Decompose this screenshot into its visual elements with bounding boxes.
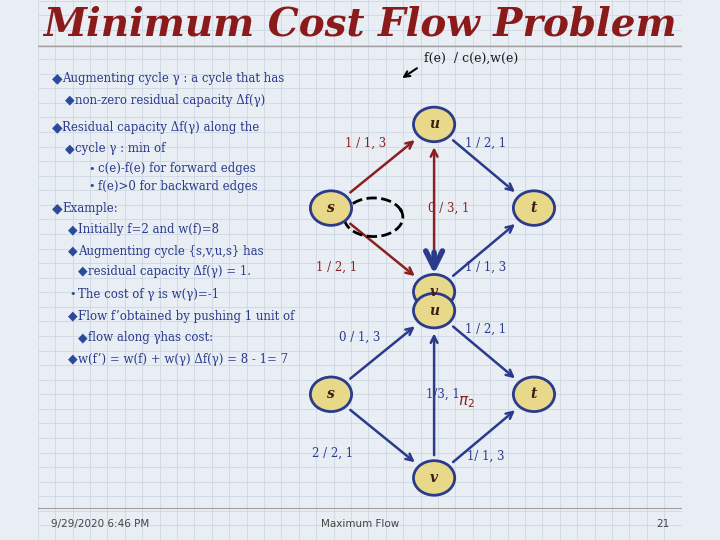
Text: Initially f=2 and w(f)=8: Initially f=2 and w(f)=8: [78, 223, 220, 236]
Text: Minimum Cost Flow Problem: Minimum Cost Flow Problem: [43, 5, 677, 44]
Circle shape: [513, 377, 554, 411]
Text: ◆: ◆: [68, 245, 78, 258]
Text: 1 / 2, 1: 1 / 2, 1: [315, 261, 356, 274]
Text: non-zero residual capacity Δf(γ): non-zero residual capacity Δf(γ): [75, 93, 266, 106]
Text: t: t: [531, 387, 537, 401]
Circle shape: [310, 377, 351, 411]
Text: ◆: ◆: [68, 309, 78, 322]
Text: •: •: [89, 164, 95, 174]
Text: v: v: [430, 285, 438, 299]
Text: 1 / 1, 3: 1 / 1, 3: [465, 261, 506, 274]
Text: c(e)-f(e) for forward edges: c(e)-f(e) for forward edges: [98, 162, 256, 175]
Circle shape: [413, 274, 455, 309]
Text: ◆: ◆: [78, 265, 87, 278]
Text: 1 / 2, 1: 1 / 2, 1: [465, 137, 506, 150]
Circle shape: [413, 461, 455, 495]
Text: 1/3, 1: 1/3, 1: [426, 388, 459, 401]
Circle shape: [413, 107, 455, 141]
Text: 1 / 2, 1: 1 / 2, 1: [465, 323, 506, 336]
Text: ◆: ◆: [68, 223, 78, 236]
Text: s: s: [327, 201, 335, 215]
Text: cycle γ : min of: cycle γ : min of: [75, 142, 166, 155]
Text: ◆: ◆: [52, 201, 63, 215]
Text: 21: 21: [656, 519, 670, 529]
Circle shape: [513, 191, 554, 225]
Circle shape: [413, 293, 455, 328]
Text: Maximum Flow: Maximum Flow: [321, 519, 399, 529]
Text: 0 / 1, 3: 0 / 1, 3: [339, 331, 381, 344]
Text: The cost of γ is w(γ)=-1: The cost of γ is w(γ)=-1: [78, 288, 220, 301]
Text: 1/ 1, 3: 1/ 1, 3: [467, 450, 505, 463]
Text: 0 / 3, 1: 0 / 3, 1: [428, 201, 469, 214]
Text: ◆: ◆: [68, 353, 78, 366]
Text: w(f’) = w(f) + w(γ) Δf(γ) = 8 - 1= 7: w(f’) = w(f) + w(γ) Δf(γ) = 8 - 1= 7: [78, 353, 289, 366]
Text: •: •: [89, 181, 95, 192]
Text: $\pi_2$: $\pi_2$: [458, 395, 474, 410]
Text: t: t: [531, 201, 537, 215]
Text: f(e)  / c(e),w(e): f(e) / c(e),w(e): [424, 51, 518, 65]
Text: v: v: [430, 471, 438, 485]
Text: 9/29/2020 6:46 PM: 9/29/2020 6:46 PM: [50, 519, 149, 529]
Text: ◆: ◆: [78, 331, 87, 344]
Text: u: u: [429, 117, 439, 131]
Text: f(e)>0 for backward edges: f(e)>0 for backward edges: [98, 180, 257, 193]
Text: ◆: ◆: [65, 142, 74, 155]
Text: 1 / 1, 3: 1 / 1, 3: [345, 137, 386, 150]
Text: Example:: Example:: [63, 201, 118, 214]
Text: 2 / 2, 1: 2 / 2, 1: [312, 447, 354, 460]
Text: flow along γhas cost:: flow along γhas cost:: [88, 331, 213, 344]
Text: Flow f’obtained by pushing 1 unit of: Flow f’obtained by pushing 1 unit of: [78, 309, 294, 322]
Text: ◆: ◆: [52, 120, 63, 134]
Text: Residual capacity Δf(γ) along the: Residual capacity Δf(γ) along the: [63, 120, 259, 133]
Text: u: u: [429, 303, 439, 318]
Text: s: s: [327, 387, 335, 401]
Text: Augmenting cycle {s,v,u,s} has: Augmenting cycle {s,v,u,s} has: [78, 245, 264, 258]
Text: Augmenting cycle γ : a cycle that has: Augmenting cycle γ : a cycle that has: [63, 72, 284, 85]
Circle shape: [310, 191, 351, 225]
Text: ◆: ◆: [52, 71, 63, 85]
Text: residual capacity Δf(γ) = 1.: residual capacity Δf(γ) = 1.: [88, 265, 251, 278]
Text: ◆: ◆: [65, 93, 74, 106]
Text: •: •: [69, 289, 76, 300]
